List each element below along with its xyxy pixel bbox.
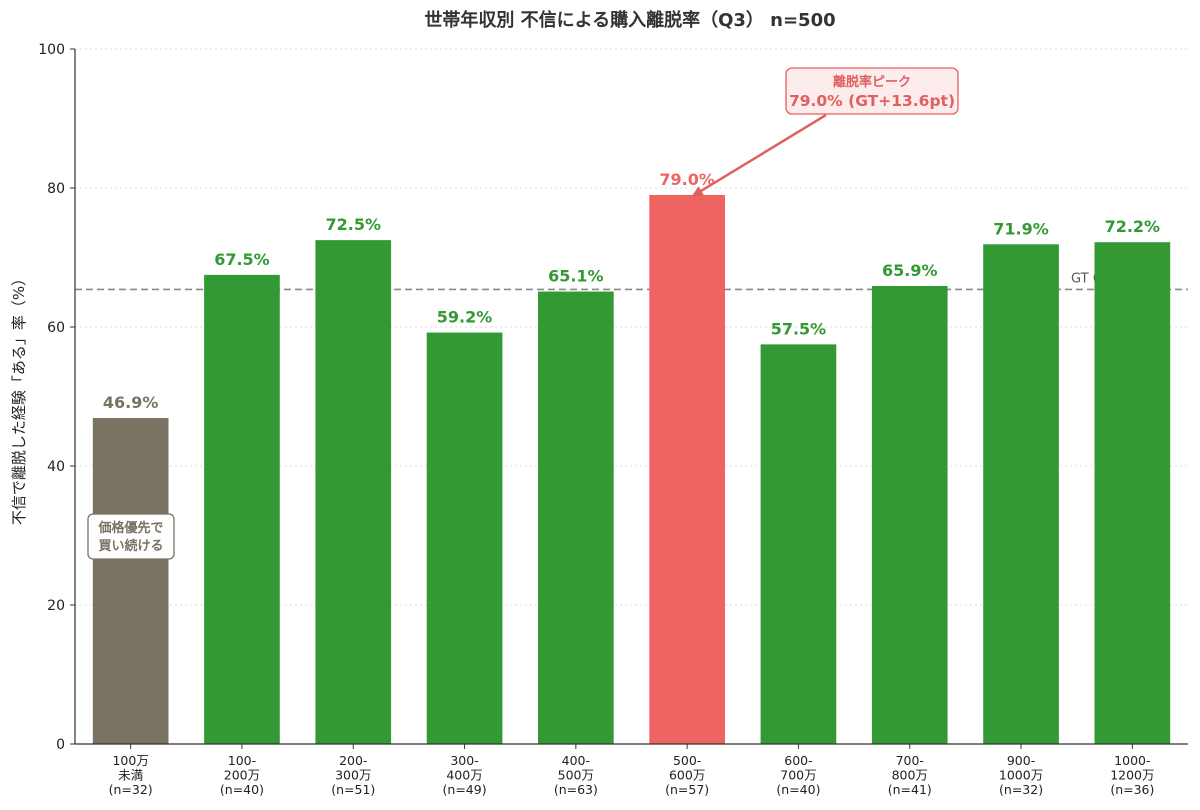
y-tick-label: 20 — [47, 598, 65, 614]
x-tick-label: 未満 — [118, 768, 143, 783]
x-tick-label: (n=40) — [220, 782, 264, 797]
x-tick-label: 1000- — [1114, 753, 1150, 768]
annotation-box — [785, 67, 959, 115]
bar — [426, 332, 503, 744]
x-tick-label: 500- — [673, 753, 701, 768]
data-label: 67.5% — [214, 250, 270, 269]
bar — [538, 291, 614, 744]
x-tick-label: (n=57) — [665, 782, 709, 797]
bar — [315, 240, 392, 744]
y-tick-label: 100 — [38, 42, 65, 58]
annotation-arrow-head — [691, 186, 705, 197]
data-label: 65.1% — [548, 267, 604, 286]
bar — [649, 194, 725, 744]
bar — [92, 418, 169, 744]
x-tick-label: 600万 — [669, 768, 705, 783]
x-tick-label: 700- — [896, 753, 924, 768]
x-tick-label: (n=41) — [888, 782, 932, 797]
bar — [760, 344, 837, 744]
x-tick-label: 1200万 — [1110, 768, 1154, 783]
data-label: 71.9% — [993, 219, 1049, 238]
x-tick-label: 700万 — [780, 768, 816, 783]
annotation-text: 価格優先で — [97, 520, 163, 536]
y-tick-label: 40 — [47, 459, 65, 475]
bar — [1094, 242, 1171, 744]
annotation-text: 79.0% (GT+13.6pt) — [789, 92, 955, 110]
x-tick-label: 400万 — [446, 768, 482, 783]
x-tick-label: (n=63) — [554, 782, 598, 797]
data-labels: 46.9% 67.5% 72.5% 59.2% 65.1% 79.0% 57.5% 65.9%… — [103, 170, 1160, 412]
data-label: 72.2% — [1105, 217, 1161, 236]
x-tick-label: 900- — [1007, 753, 1035, 768]
x-tick-label: 100- — [228, 753, 256, 768]
bars — [92, 194, 1171, 745]
y-tick-label: 60 — [47, 320, 65, 336]
x-tick-label: 400- — [562, 753, 590, 768]
x-tick-label: 100万 — [112, 753, 148, 768]
x-tick-label: (n=40) — [776, 782, 820, 797]
data-label: 79.0% — [659, 170, 715, 189]
annotation-box — [87, 513, 175, 560]
x-tick-label: (n=36) — [1110, 782, 1154, 797]
data-label: 59.2% — [437, 308, 493, 327]
x-tick-label: 500万 — [558, 768, 594, 783]
y-tick-label: 0 — [56, 737, 65, 753]
x-tick-label: (n=51) — [331, 782, 375, 797]
bar — [871, 285, 948, 744]
annotation-text: 離脱率ピーク — [833, 74, 911, 90]
bar — [204, 274, 280, 744]
x-tick-label: 600- — [784, 753, 812, 768]
data-label: 72.5% — [325, 215, 381, 234]
x-tick-label: (n=49) — [443, 782, 487, 797]
y-axis-label: 不信で離脱した経験「ある」率（%） — [10, 271, 28, 525]
x-tick-label: 800万 — [892, 768, 928, 783]
x-tick-label: 200万 — [224, 768, 260, 783]
y-tick-label: 80 — [47, 181, 65, 197]
x-tick-label: 1000万 — [999, 768, 1043, 783]
bar — [983, 244, 1059, 745]
data-label: 57.5% — [771, 319, 827, 338]
x-tick-label: 300- — [450, 753, 478, 768]
data-label: 65.9% — [882, 261, 938, 280]
annotation-text: 買い続ける — [98, 538, 163, 554]
x-tick-label: 200- — [339, 753, 367, 768]
chart-title: 世帯年収別 不信による購入離脱率（Q3） n=500 — [424, 9, 835, 31]
x-tick-label: (n=32) — [109, 782, 153, 797]
axes: 020406080100100万未満(n=32)100-200万(n=40)20… — [38, 42, 1188, 797]
x-tick-label: 300万 — [335, 768, 371, 783]
x-tick-label: (n=32) — [999, 782, 1043, 797]
data-label: 46.9% — [103, 393, 159, 412]
annotation-arrow — [695, 113, 827, 195]
